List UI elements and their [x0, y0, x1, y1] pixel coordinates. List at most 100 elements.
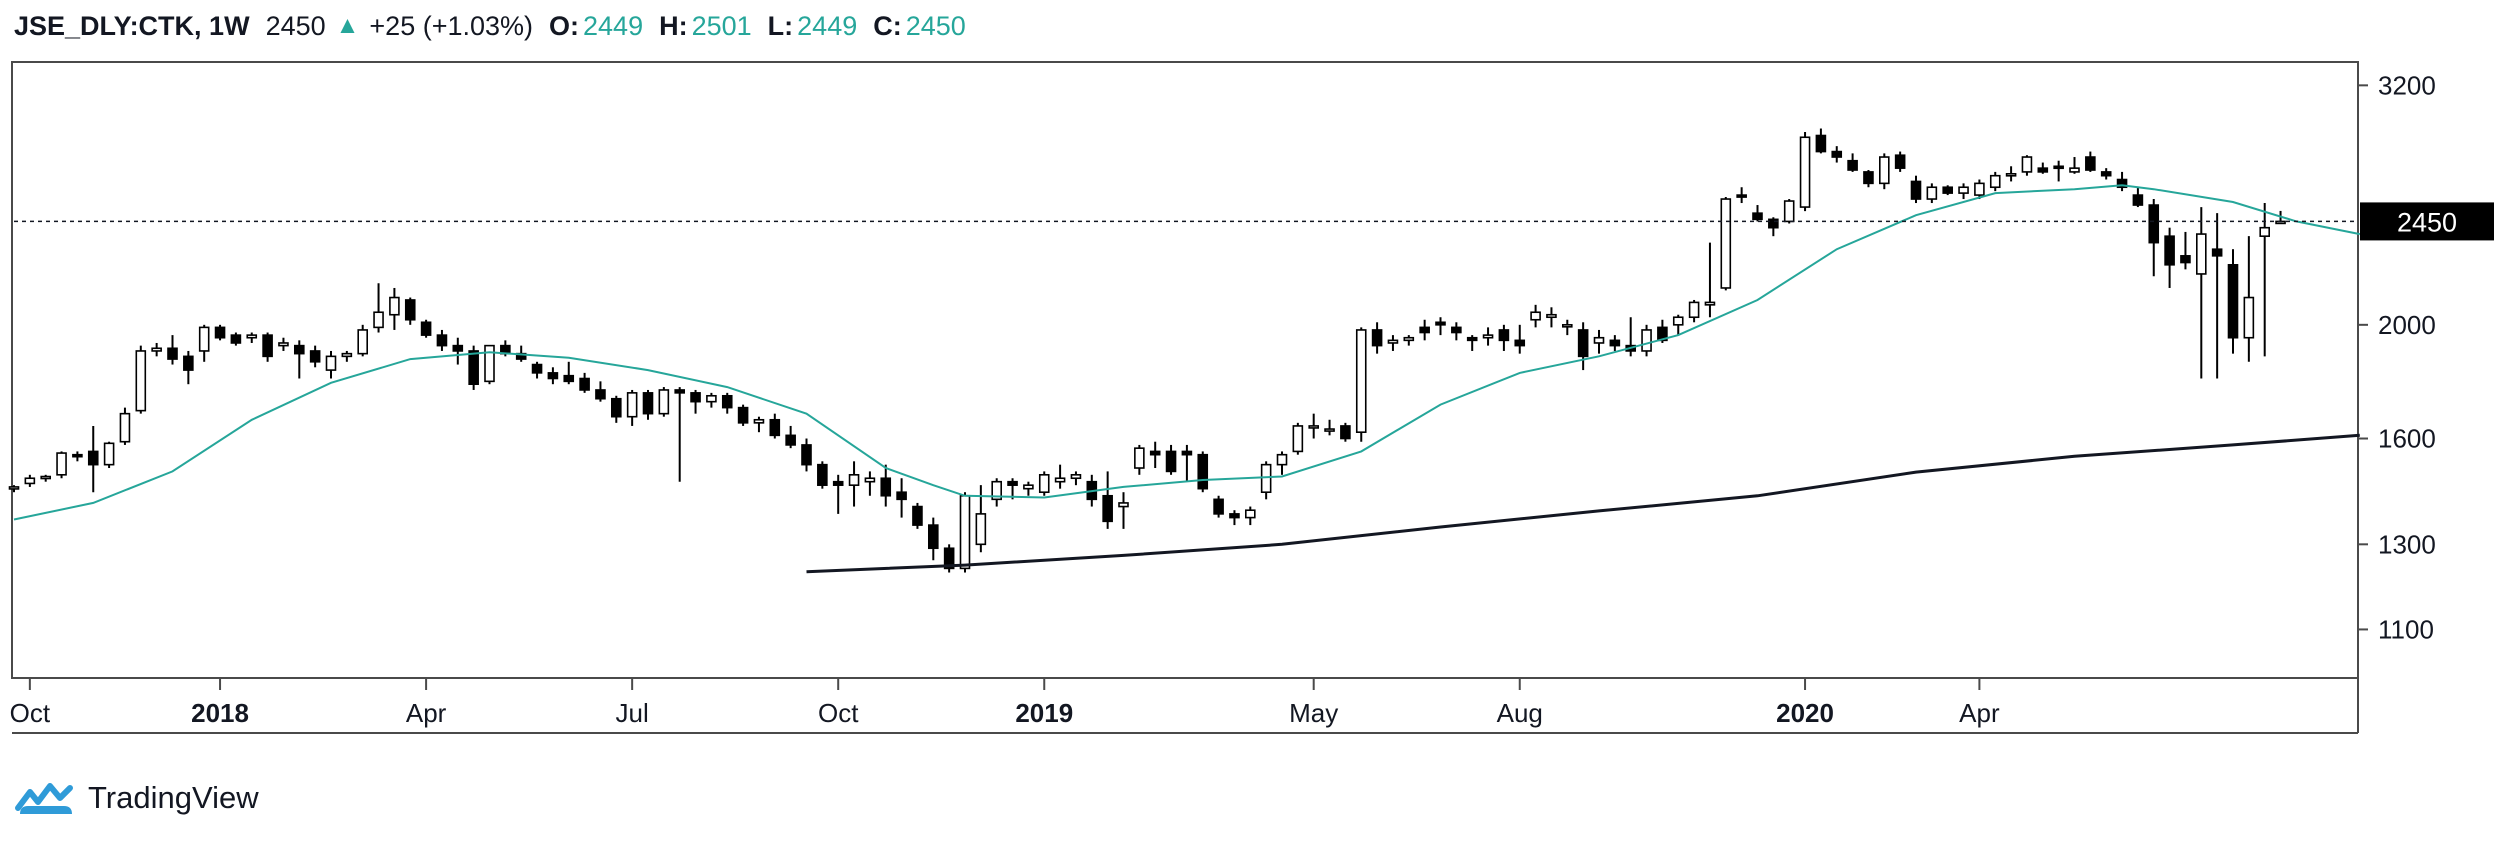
- candle-down: [912, 502, 923, 529]
- candle-body: [896, 491, 907, 501]
- candle-up: [8, 485, 20, 493]
- candle-up: [1324, 419, 1335, 436]
- close-label: C:: [873, 10, 902, 41]
- candle-up: [135, 345, 147, 414]
- candle-down: [309, 345, 321, 368]
- candle-body: [1879, 156, 1890, 185]
- candle-body: [1799, 136, 1811, 208]
- candle-up: [1720, 197, 1732, 291]
- candle-up: [1118, 492, 1129, 529]
- candle-down: [2227, 249, 2239, 354]
- candle-up: [1562, 319, 1573, 336]
- candle-down: [1625, 317, 1636, 357]
- time-axis[interactable]: Oct 2018 Apr Jul Oct 2019 May Aug 2020 Apr: [10, 678, 2000, 728]
- y-tick-label: 3200: [2378, 70, 2436, 100]
- candle-down: [563, 361, 575, 385]
- candle-body: [2037, 167, 2049, 173]
- candle-body: [2021, 156, 2033, 173]
- candle-up: [1546, 307, 1557, 328]
- candle-body: [1340, 425, 1351, 440]
- candle-body: [2069, 167, 2080, 173]
- candle-body: [135, 350, 147, 412]
- candle-body: [1593, 336, 1605, 344]
- ma-fast-line: [13, 184, 2360, 521]
- candle-up: [2021, 155, 2033, 176]
- last-price-tag-label: 2450: [2397, 207, 2457, 237]
- candle-body: [40, 475, 52, 480]
- candle-up: [40, 474, 52, 482]
- candle-body: [1197, 453, 1209, 490]
- candle-down: [1149, 441, 1161, 469]
- candle-body: [1562, 324, 1573, 328]
- y-tick-label: 1600: [2378, 424, 2436, 454]
- candle-body: [595, 389, 606, 400]
- candle-down: [183, 350, 194, 385]
- candle-body: [357, 329, 369, 355]
- candle-body: [2116, 178, 2128, 189]
- candle-down: [1609, 335, 1621, 351]
- candle-up: [1672, 314, 1684, 336]
- candle-down: [2116, 171, 2128, 192]
- candle-body: [2196, 233, 2207, 275]
- candle-body: [1023, 484, 1034, 490]
- candle-down: [769, 413, 781, 439]
- high-value: 2501: [691, 10, 752, 41]
- candle-body: [801, 444, 812, 466]
- candle-up: [1926, 183, 1938, 204]
- candle-body: [452, 344, 464, 352]
- candle-body: [1847, 159, 1858, 171]
- candle-body: [706, 394, 717, 403]
- candle-body: [1245, 509, 1256, 519]
- candle-body: [2164, 235, 2175, 266]
- candle-body: [2227, 264, 2239, 339]
- candle-body: [991, 480, 1003, 501]
- candle-body: [1482, 334, 1494, 339]
- candle-up: [103, 441, 115, 469]
- candle-down: [1514, 324, 1526, 354]
- candle-body: [753, 418, 765, 424]
- candle-down: [801, 438, 812, 472]
- candle-down: [642, 389, 654, 420]
- candle-up: [246, 332, 258, 343]
- candle-body: [167, 347, 178, 360]
- x-tick-label: May: [1289, 698, 1338, 728]
- candle-body: [642, 392, 654, 415]
- candle-body: [1974, 182, 1985, 196]
- candle-body: [1387, 339, 1399, 344]
- candle-body: [309, 350, 321, 363]
- candle-up: [1023, 481, 1034, 496]
- candle-down: [2085, 151, 2096, 172]
- symbol-label[interactable]: JSE_DLY:CTK, 1W: [14, 10, 250, 41]
- candle-body: [1530, 311, 1541, 321]
- candle-body: [8, 486, 20, 490]
- candle-up: [658, 387, 670, 417]
- candle-body: [1831, 150, 1843, 158]
- candle-up: [959, 492, 971, 573]
- candle-body: [1213, 498, 1224, 515]
- candle-body: [626, 392, 638, 418]
- high-label: H:: [659, 10, 688, 41]
- candle-down: [230, 332, 242, 346]
- candle-body: [1989, 174, 2001, 189]
- candle-down: [1831, 146, 1843, 163]
- open-value: 2449: [583, 10, 644, 41]
- price-change: +25 (+1.03%): [369, 10, 534, 41]
- candle-up: [1974, 179, 1985, 200]
- candle-up: [341, 350, 353, 362]
- candle-body: [1371, 329, 1383, 347]
- candle-body: [119, 412, 131, 443]
- candle-body: [1149, 450, 1161, 456]
- candle-body: [769, 418, 781, 437]
- candle-up: [626, 389, 638, 426]
- candle-body: [1419, 326, 1430, 334]
- candle-down: [547, 367, 559, 385]
- candle-body: [230, 334, 242, 344]
- candle-down: [531, 361, 543, 379]
- candle-down: [674, 387, 686, 482]
- footer-brand[interactable]: TradingView: [14, 778, 259, 818]
- candle-down: [2180, 231, 2191, 270]
- price-axis[interactable]: 1100 1300 1600 2000 3200: [2358, 70, 2436, 644]
- candle-down: [1451, 322, 1462, 341]
- candle-body: [674, 389, 686, 394]
